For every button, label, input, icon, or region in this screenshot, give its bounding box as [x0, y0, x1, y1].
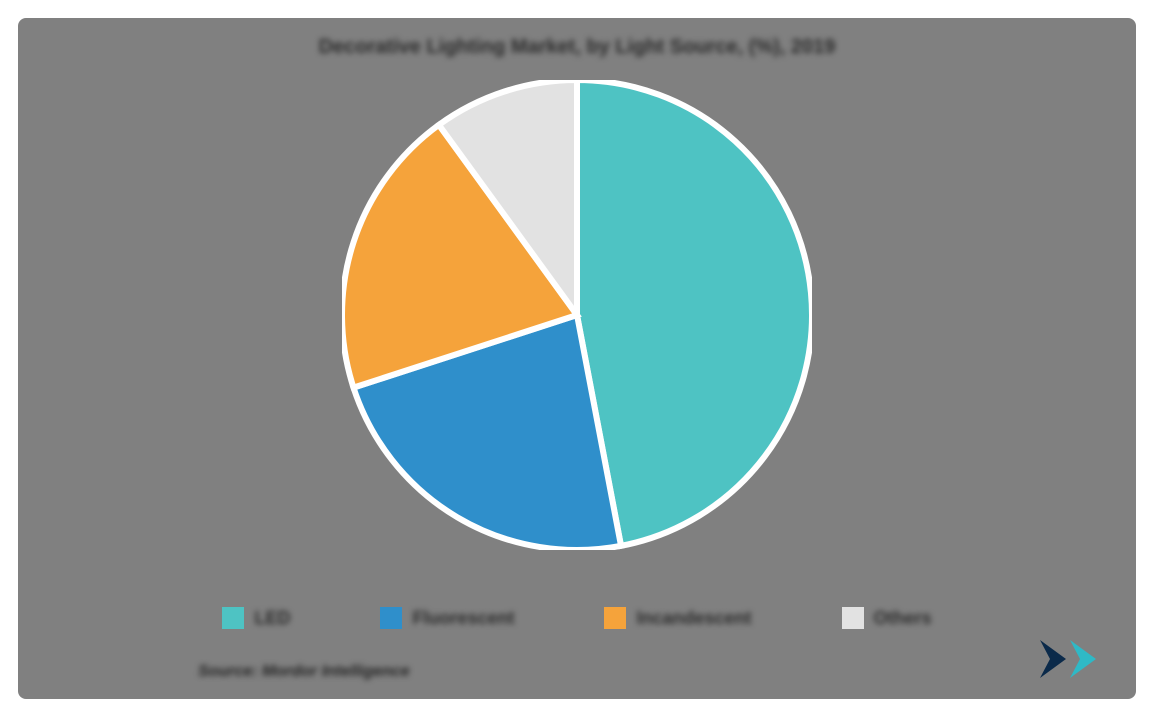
- legend-item: Others: [842, 607, 932, 629]
- chart-title: Decorative Lighting Market, by Light Sou…: [18, 36, 1136, 59]
- logo-left-icon: [1040, 640, 1066, 678]
- brand-logo: [1036, 634, 1116, 689]
- legend-item: LED: [222, 607, 290, 629]
- pie-chart: [342, 80, 812, 550]
- legend-label: LED: [254, 608, 290, 629]
- legend-label: Others: [874, 608, 932, 629]
- pie-slice: [577, 80, 812, 546]
- chart-panel: Decorative Lighting Market, by Light Sou…: [18, 18, 1136, 699]
- logo-icon: [1036, 634, 1116, 684]
- legend-item: Fluorescent: [380, 607, 514, 629]
- legend-label: Incandescent: [636, 608, 751, 629]
- logo-right-icon: [1070, 640, 1096, 678]
- legend: LED Fluorescent Incandescent Others: [18, 607, 1136, 629]
- legend-item: Incandescent: [604, 607, 751, 629]
- source-text: Source: Mordor Intelligence: [198, 663, 410, 681]
- pie-container: [18, 80, 1136, 550]
- legend-swatch: [222, 607, 244, 629]
- card-outer: Decorative Lighting Market, by Light Sou…: [0, 0, 1154, 717]
- legend-label: Fluorescent: [412, 608, 514, 629]
- legend-swatch: [842, 607, 864, 629]
- legend-swatch: [604, 607, 626, 629]
- legend-swatch: [380, 607, 402, 629]
